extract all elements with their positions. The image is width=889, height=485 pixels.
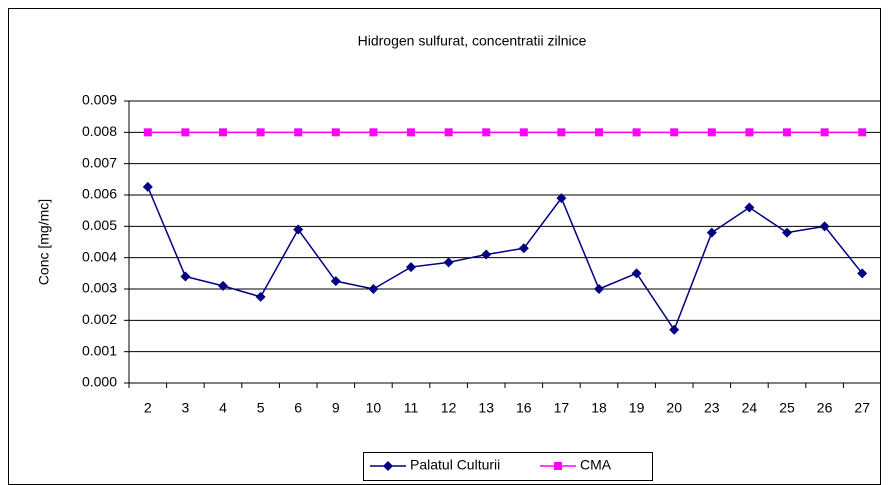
x-tick-label: 12 [441, 400, 457, 416]
y-tick-label: 0.004 [82, 248, 117, 264]
data-point [857, 268, 868, 279]
x-tick-label: 24 [742, 400, 758, 416]
y-tick-label: 0.002 [82, 311, 117, 327]
data-point [744, 202, 755, 213]
data-point [858, 128, 867, 137]
x-tick-label: 13 [478, 400, 494, 416]
data-point [180, 271, 191, 282]
y-tick-label: 0.008 [82, 123, 117, 139]
data-point [556, 193, 567, 204]
y-tick-label: 0.003 [82, 280, 117, 296]
y-tick-label: 0.005 [82, 217, 117, 233]
x-tick-label: 20 [666, 400, 682, 416]
data-point [632, 128, 641, 137]
data-point [819, 221, 830, 232]
data-point [669, 324, 680, 335]
data-point [594, 284, 604, 294]
data-point [783, 128, 791, 137]
x-tick-label: 10 [366, 400, 382, 416]
data-point [443, 257, 454, 268]
x-tick-label: 5 [257, 400, 265, 416]
y-tick-label: 0.006 [82, 186, 117, 202]
data-point [218, 280, 228, 291]
data-point [707, 128, 716, 137]
x-tick-label: 27 [854, 400, 870, 416]
x-tick-label: 16 [516, 400, 532, 416]
data-point [330, 276, 341, 287]
data-point [481, 249, 492, 260]
data-point [368, 284, 379, 294]
y-axis-label: Conc [mg/mc] [36, 199, 52, 285]
legend-label: Palatul Culturii [410, 457, 500, 473]
chart-border [8, 8, 881, 485]
y-tick-label: 0.000 [82, 374, 117, 390]
data-point [595, 128, 603, 137]
x-tick-label: 17 [554, 400, 570, 416]
data-point [143, 128, 152, 137]
data-point [406, 262, 416, 273]
data-point [557, 128, 566, 137]
y-tick-label: 0.009 [82, 92, 117, 108]
chart-title: Hidrogen sulfurat, concentratii zilnice [358, 33, 587, 49]
data-point [142, 181, 153, 192]
y-tick-label: 0.007 [82, 154, 117, 170]
x-tick-label: 2 [144, 400, 152, 416]
data-point [255, 291, 266, 302]
x-tick-label: 25 [779, 400, 795, 416]
data-point [444, 128, 453, 137]
x-tick-label: 26 [817, 400, 833, 416]
data-point [518, 243, 529, 254]
data-point [256, 128, 265, 137]
data-point [820, 128, 829, 137]
data-point [482, 128, 491, 137]
data-point [706, 227, 717, 238]
data-point [294, 128, 303, 137]
data-point [369, 128, 378, 137]
legend-marker [383, 461, 393, 471]
data-point [670, 128, 679, 137]
x-tick-label: 3 [182, 400, 190, 416]
data-point [331, 128, 340, 137]
data-point [745, 128, 754, 137]
data-point [782, 227, 792, 238]
data-point [407, 128, 415, 137]
legend-label: CMA [580, 457, 612, 473]
series-line [147, 186, 863, 332]
x-tick-label: 19 [629, 400, 645, 416]
x-tick-label: 18 [591, 400, 607, 416]
data-point [181, 128, 190, 137]
legend-box [363, 452, 653, 481]
x-tick-label: 11 [404, 400, 419, 416]
x-tick-label: 4 [219, 400, 227, 416]
data-point [219, 128, 227, 137]
x-tick-label: 6 [294, 400, 302, 416]
data-point [519, 128, 528, 137]
x-tick-label: 9 [332, 400, 340, 416]
y-tick-label: 0.001 [82, 342, 117, 358]
x-tick-label: 23 [704, 400, 720, 416]
data-point [631, 268, 642, 279]
data-point [293, 224, 304, 235]
legend-marker [554, 462, 562, 470]
